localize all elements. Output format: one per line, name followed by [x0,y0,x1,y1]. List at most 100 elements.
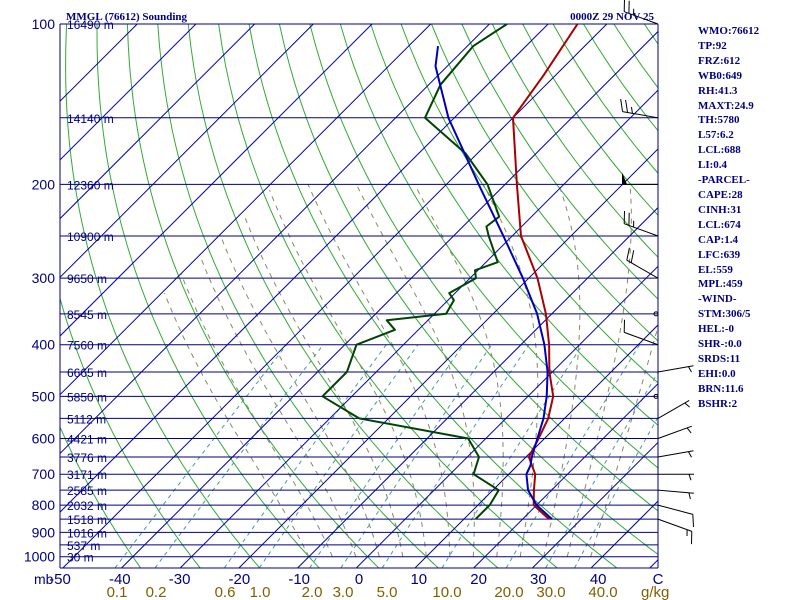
mixing-ratio-tick-label: 2.0 [302,584,323,600]
index-line: SHR-:0.0 [698,338,742,351]
wind-barb [657,473,695,481]
height-label: 1518 m [67,513,107,527]
index-line: BSHR:2 [698,397,738,410]
isotherm [60,24,432,396]
mixing-ratio-line [309,344,464,568]
height-label: 16490 m [67,18,114,32]
pressure-tick-label: 300 [32,270,56,286]
index-panel: WMO:76612 TP:92 FRZ:612 WB0:649 RH:41.3 MAXT:… [698,24,798,412]
isotherm [355,265,658,568]
index-line: BRN:11.6 [698,382,744,395]
dry-adiabat [96,24,320,568]
index-line: HEL:-0 [698,323,735,336]
wind-barb [623,210,659,237]
index-line: -WIND- [698,293,737,306]
isotherm [60,24,197,161]
pressure-tick-label: 700 [32,466,56,482]
index-line: L57:6.2 [698,129,734,142]
temperature-tick-label: -10 [288,571,310,588]
height-label: 10900 m [67,230,114,244]
wind-barb [657,425,692,440]
temperature-tick-label: 0 [355,571,363,588]
index-line: WMO:76612 [698,25,760,37]
wind-barb [620,98,659,119]
mixing-ratio-tick-label: 40.0 [588,584,617,600]
index-line: EL:559 [698,263,733,276]
pressure-tick-label: 1000 [24,549,55,565]
wind-barb [657,365,694,373]
moist-adiabat [164,292,310,557]
height-label: 30 m [67,551,94,565]
temperature-tick-label: -20 [229,571,251,588]
temperature-tick-label: 40 [590,571,607,588]
index-line: LFC:639 [698,248,741,261]
wind-barb [657,450,694,458]
dry-adiabat [60,425,142,568]
mixing-ratio-unit: g/kg [641,584,669,600]
dry-adiabat [431,24,658,342]
wind-barb [653,311,659,317]
moist-adiabat [414,184,504,557]
isotherm [60,24,255,220]
mixing-ratio-line [340,344,493,568]
pressure-unit-label: mb [34,571,54,587]
mixing-ratio-line [381,344,530,568]
index-line: LI:0.4 [698,159,728,172]
mixing-ratio-tick-label: 10.0 [432,584,461,600]
index-line: RH:41.3 [698,84,738,97]
pressure-tick-label: 200 [32,176,56,192]
pressure-tick-label: 500 [32,388,56,404]
chart-title: MMGL (76612) Sounding [66,11,188,23]
temperature-tick-label: -40 [109,571,131,588]
moist-adiabat [244,216,404,557]
dry-adiabat [278,24,658,556]
height-label: 5112 m [67,412,106,426]
moist-adiabat [307,184,451,557]
isotherm [60,24,549,513]
isotherm [60,24,373,337]
dry-adiabat [157,24,439,568]
mixing-ratio-tick-label: 3.0 [333,584,354,600]
height-label: 537 m [67,539,100,553]
moist-adiabat [200,257,357,557]
height-label: 14140 m [67,112,114,126]
mixing-ratio-line [574,416,658,568]
wind-barb [653,393,659,399]
pressure-tick-label: 600 [32,431,56,447]
temperature-tick-label: C [653,571,664,588]
height-label: 9650 m [67,272,107,286]
dry-adiabat [370,24,658,426]
mixing-ratio-line [505,344,641,568]
index-line: CAPE:28 [698,188,743,201]
mixing-ratio-tick-label: 30.0 [536,584,565,600]
isotherm [473,383,658,568]
mixing-ratio-tick-label: 0.2 [146,584,167,600]
moist-adiabat [356,184,475,557]
isotherm [121,30,658,568]
temperature-profile-line [512,24,579,520]
moist-adiabat [220,235,380,557]
mixing-ratio-tick-label: 20.0 [494,584,523,600]
temperature-tick-label: -50 [49,571,71,588]
index-line: TP:92 [698,39,727,52]
dry-adiabat [400,24,658,384]
wind-barb [623,319,659,346]
wind-barb [623,0,659,25]
index-line: -PARCEL- [698,174,750,187]
moist-adiabat [180,274,333,557]
mixing-ratio-line [223,344,387,568]
isotherm [414,324,658,568]
height-label: 7560 m [67,339,107,353]
height-label: 6665 m [67,366,107,380]
wind-barb [626,247,659,279]
height-label: 2032 m [67,499,107,513]
dry-adiabat [65,24,261,568]
height-label: 3776 m [67,451,107,465]
isotherm [297,206,658,568]
index-line: SRDS:11 [698,352,741,365]
wind-barb [621,172,659,185]
dry-adiabat [309,24,658,512]
wind-barb [657,504,694,528]
